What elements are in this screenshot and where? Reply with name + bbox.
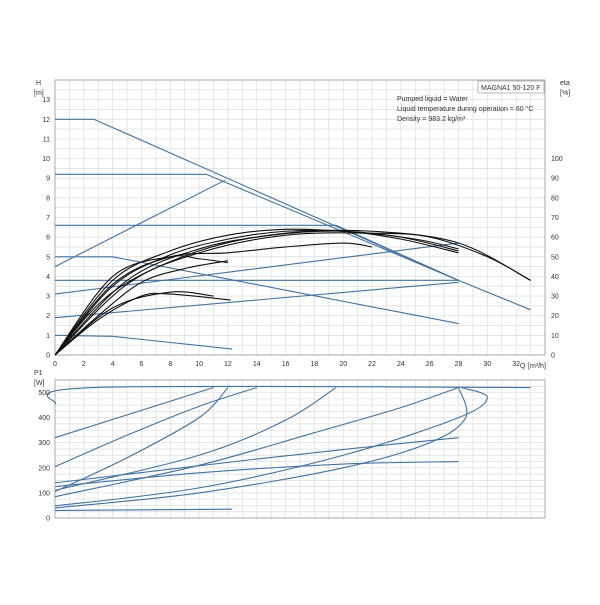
head-tick-label: 3 xyxy=(46,294,50,301)
power-axis-unit: [W] xyxy=(34,380,45,387)
head-tick-label: 2 xyxy=(46,313,50,320)
power-curve-7 xyxy=(54,387,468,509)
flow-axis-label: Q xyxy=(520,363,526,370)
power-curves xyxy=(46,385,531,512)
flow-tick-label: 20 xyxy=(339,361,347,368)
flow-tick-label: 32 xyxy=(512,361,520,368)
eta-tick-label: 30 xyxy=(551,294,559,301)
eta-axis-label: eta xyxy=(560,80,570,87)
eta-tick-label: 90 xyxy=(551,176,559,183)
efficiency-curve-9 xyxy=(54,232,531,356)
head-tick-label: 13 xyxy=(42,97,50,104)
flow-tick-label: 6 xyxy=(140,361,144,368)
eta-tick-label: 60 xyxy=(551,235,559,242)
head-plot-frame xyxy=(54,79,546,356)
efficiency-curve-1 xyxy=(54,255,229,356)
power-curve-5 xyxy=(54,387,459,498)
head-axis-label: H xyxy=(36,80,41,87)
power-tick-label: 400 xyxy=(38,415,50,422)
efficiency-curve-4 xyxy=(54,292,231,356)
flow-tick-label: 2 xyxy=(82,361,86,368)
head-control-curve-6 xyxy=(54,179,226,268)
flow-tick-label: 30 xyxy=(483,361,491,368)
power-curve-2 xyxy=(54,387,229,493)
eta-tick-label: 0 xyxy=(551,353,555,360)
head-tick-label: 9 xyxy=(46,176,50,183)
head-tick-label: 5 xyxy=(46,254,50,261)
head-curves xyxy=(54,118,531,356)
power-curve-6 xyxy=(54,387,488,507)
flow-tick-label: 12 xyxy=(224,361,232,368)
power-curve-0 xyxy=(46,385,531,405)
power-axis-ticks: 0 100 200 300 400 500 xyxy=(38,390,50,522)
head-axis-ticks: 0 2 4 6 8 10 12 14 16 18 20 22 24 26 28 30 3201234567891… xyxy=(42,97,563,368)
head-tick-label: 4 xyxy=(46,274,50,281)
eta-tick-label: 40 xyxy=(551,274,559,281)
info-line-temperature: Liquid temperature during operation = 60… xyxy=(397,105,533,113)
eta-axis-unit: [%] xyxy=(560,90,570,97)
flow-tick-label: 8 xyxy=(168,361,172,368)
eta-tick-label: 20 xyxy=(551,313,559,320)
flow-tick-label: 10 xyxy=(195,361,203,368)
flow-axis-unit: [m³/h] xyxy=(528,363,546,370)
flow-tick-label: 14 xyxy=(253,361,261,368)
head-tick-label: 11 xyxy=(43,136,50,143)
power-tick-label: 500 xyxy=(38,390,50,397)
efficiency-curve-6 xyxy=(54,229,459,356)
eta-tick-label: 70 xyxy=(551,215,559,222)
head-control-curve-0 xyxy=(55,118,531,311)
model-label-box xyxy=(477,80,545,94)
efficiency-curve-0 xyxy=(54,242,373,356)
efficiency-curve-2 xyxy=(54,260,229,356)
head-tick-label: 7 xyxy=(46,215,50,222)
power-curve-8 xyxy=(54,437,459,484)
head-tick-label: 12 xyxy=(42,117,50,124)
power-tick-label: 100 xyxy=(38,490,50,497)
eta-tick-label: 50 xyxy=(551,254,559,261)
flow-tick-label: 26 xyxy=(426,361,434,368)
flow-tick-label: 24 xyxy=(397,361,405,368)
power-tick-label: 0 xyxy=(46,516,50,523)
head-tick-label: 6 xyxy=(46,235,50,242)
eta-tick-label: 80 xyxy=(551,195,559,202)
eta-tick-label: 10 xyxy=(551,333,559,340)
head-tick-label: 0 xyxy=(46,353,50,360)
model-label: MAGNA1 50-120 F xyxy=(481,85,541,92)
head-tick-label: 1 xyxy=(46,333,50,340)
head-tick-label: 8 xyxy=(46,195,50,202)
head-control-curve-1 xyxy=(55,173,459,281)
flow-tick-label: 18 xyxy=(311,361,319,368)
power-curve-1 xyxy=(54,387,214,439)
head-control-curve-5 xyxy=(54,334,233,350)
efficiency-curve-3 xyxy=(54,291,214,356)
flow-tick-label: 16 xyxy=(282,361,290,368)
power-plot-frame xyxy=(54,379,546,519)
power-tick-label: 200 xyxy=(38,465,50,472)
power-axis-label: P1 xyxy=(34,370,43,377)
flow-tick-label: 0 xyxy=(53,361,57,368)
head-tick-label: 10 xyxy=(42,156,50,163)
flow-tick-label: 28 xyxy=(455,361,463,368)
head-control-curve-2 xyxy=(55,224,459,281)
flow-tick-label: 22 xyxy=(368,361,376,368)
power-curve-10 xyxy=(54,508,233,512)
power-curve-9 xyxy=(54,460,459,488)
info-line-liquid: Pumped liquid = Water xyxy=(397,96,468,103)
head-control-curve-8 xyxy=(54,281,459,319)
power-tick-label: 300 xyxy=(38,440,50,447)
efficiency-curve-8 xyxy=(54,229,531,356)
power-curve-4 xyxy=(54,387,337,491)
head-axis-unit: [m] xyxy=(34,90,44,97)
eta-tick-label: 100 xyxy=(551,156,563,163)
flow-tick-label: 4 xyxy=(111,361,115,368)
info-line-density: Density = 983.2 kg/m³ xyxy=(397,116,466,123)
power-curve-3 xyxy=(54,387,257,468)
